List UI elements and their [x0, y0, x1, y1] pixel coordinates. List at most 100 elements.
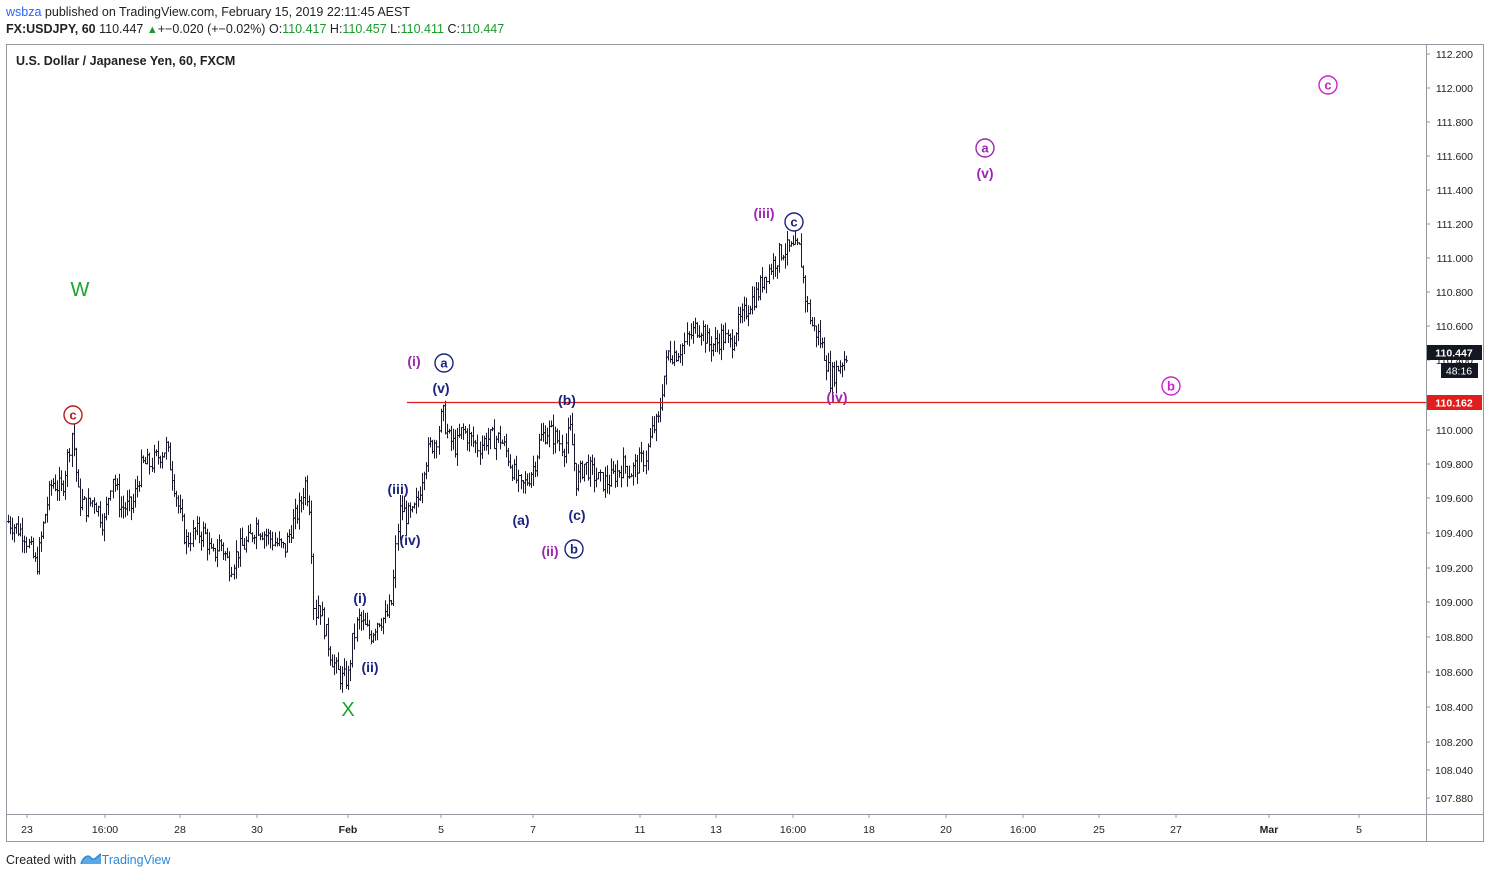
wave-label-circle: [63, 405, 83, 425]
wave-label: (i): [353, 590, 366, 606]
countdown-label: 48:16: [1446, 366, 1472, 378]
price-tick-label: 109.000: [1435, 597, 1473, 609]
price-tick-label: 110.000: [1436, 425, 1473, 437]
wave-label-circle: [1161, 376, 1181, 396]
countdown-badge: [1441, 363, 1478, 378]
published-text: published on TradingView.com, February 1…: [44, 5, 410, 19]
time-tick-label: 5: [1356, 824, 1362, 836]
time-tick-label: 20: [940, 824, 952, 836]
wave-label: (ii): [541, 543, 558, 559]
close-value: 110.447: [459, 22, 505, 36]
open-value: 110.417: [282, 22, 327, 36]
high-label: H:: [329, 22, 343, 36]
time-tick-label: 11: [635, 824, 646, 836]
close-label: C:: [447, 22, 460, 36]
time-axis: 23 16:00 28 30 Feb 5 7 11 13 16:00 18 20 16:00 25 27 Ma…: [21, 814, 1362, 836]
low-value: 110.411: [400, 22, 444, 36]
wave-label: (c): [568, 507, 585, 523]
change-value: +−0.020 (+−0.02%): [157, 22, 266, 36]
price-tick-label: 111.800: [1437, 117, 1474, 129]
price-tick-label: 109.200: [1435, 563, 1473, 575]
support-price-badge: [1427, 395, 1482, 410]
wave-label-circle: [564, 539, 584, 559]
wave-label: a: [440, 356, 448, 371]
wave-label: c: [1324, 78, 1331, 93]
time-tick-label: 27: [1170, 824, 1182, 836]
wave-label: c: [69, 408, 76, 423]
price-tick-label: 109.600: [1435, 493, 1473, 505]
support-price-label: 110.162: [1435, 398, 1473, 410]
price-badge: 110.447 48:16: [1427, 345, 1482, 378]
wave-label-major: W: [71, 279, 90, 301]
price-chart[interactable]: U.S. Dollar / Japanese Yen, 60, FXCM 112…: [0, 0, 1490, 850]
price-tick-label: 108.200: [1435, 737, 1473, 749]
wave-label-circle: [975, 138, 995, 158]
last-price-label: 110.447: [1435, 348, 1473, 360]
created-with-label: Created with: [6, 852, 77, 867]
last-price: 110.447: [99, 22, 144, 36]
wave-label: a: [981, 141, 989, 156]
wave-label: (a): [512, 512, 529, 528]
price-tick-label: 108.800: [1435, 632, 1473, 644]
price-tick-label: 111.000: [1437, 253, 1474, 265]
wave-label: (v): [432, 380, 449, 396]
price-tick-label: 111.600: [1437, 151, 1474, 163]
price-tick-label: 112.200: [1436, 49, 1473, 61]
wave-label: (iv): [827, 389, 848, 405]
price-tick-label: 108.400: [1435, 702, 1473, 714]
wave-label: b: [570, 542, 578, 557]
tradingview-logo-icon: [79, 852, 102, 869]
symbol-label: FX:USDJPY, 60: [6, 22, 96, 36]
price-tick-label: 109.400: [1435, 528, 1473, 540]
wave-label: (v): [976, 165, 993, 181]
price-bars: [7, 230, 848, 693]
time-tick-label: 16:00: [780, 824, 806, 836]
chart-title: U.S. Dollar / Japanese Yen, 60, FXCM: [16, 54, 235, 68]
time-tick-label: 25: [1093, 824, 1105, 836]
time-tick-label: Feb: [339, 824, 358, 836]
price-tick-label: 110.600: [1436, 321, 1473, 333]
symbol-ohlc-line: FX:USDJPY, 60 110.447 ▲+−0.020 (+−0.02%)…: [6, 22, 504, 36]
price-tick-label: 109.800: [1435, 459, 1473, 471]
author-link[interactable]: wsbza: [6, 5, 42, 19]
wave-label: c: [790, 215, 797, 230]
price-tick-label: 110.800: [1436, 287, 1473, 299]
wave-label: (iv): [400, 532, 421, 548]
footer: Created with TradingView: [6, 852, 170, 869]
time-tick-label: 18: [863, 824, 875, 836]
price-tick-label: 112.000: [1436, 83, 1473, 95]
wave-label: (iii): [754, 205, 775, 221]
time-tick-label: 23: [21, 824, 33, 836]
wave-label-circle: [784, 212, 804, 232]
open-label: O:: [268, 22, 283, 36]
time-tick-label: 5: [438, 824, 444, 836]
up-triangle-icon: ▲: [146, 24, 158, 36]
high-value: 110.457: [342, 22, 387, 36]
last-price-badge: [1427, 345, 1482, 360]
wave-label-circle: [434, 353, 454, 373]
time-tick-label: 16:00: [1010, 824, 1036, 836]
time-tick-label: Mar: [1260, 824, 1279, 836]
tradingview-brand[interactable]: TradingView: [101, 852, 171, 867]
wave-label-major: X: [341, 699, 354, 721]
support-line-group: 110.162: [407, 395, 1482, 410]
wave-label: (iii): [388, 481, 409, 497]
low-label: L:: [390, 22, 401, 36]
price-tick-label: 108.040: [1435, 765, 1473, 777]
price-tick-label: 111.200: [1437, 219, 1474, 231]
publish-info: wsbza published on TradingView.com, Febr…: [6, 5, 410, 19]
price-tick-label: 108.600: [1435, 667, 1473, 679]
time-tick-label: 16:00: [92, 824, 118, 836]
wave-label: (b): [558, 392, 576, 408]
price-tick-label: 107.880: [1435, 793, 1473, 805]
chart-frame: [6, 44, 1484, 842]
wave-label-circle: [1318, 75, 1338, 95]
time-tick-label: 7: [530, 824, 536, 836]
wave-label: b: [1167, 379, 1175, 394]
time-tick-label: 30: [251, 824, 263, 836]
wave-label: (ii): [361, 659, 378, 675]
price-tick-label: 111.400: [1437, 185, 1474, 197]
price-axis: 112.200 112.000 111.800 111.600 111.400 111.2…: [1426, 49, 1473, 805]
time-tick-label: 13: [710, 824, 722, 836]
time-tick-label: 28: [174, 824, 186, 836]
